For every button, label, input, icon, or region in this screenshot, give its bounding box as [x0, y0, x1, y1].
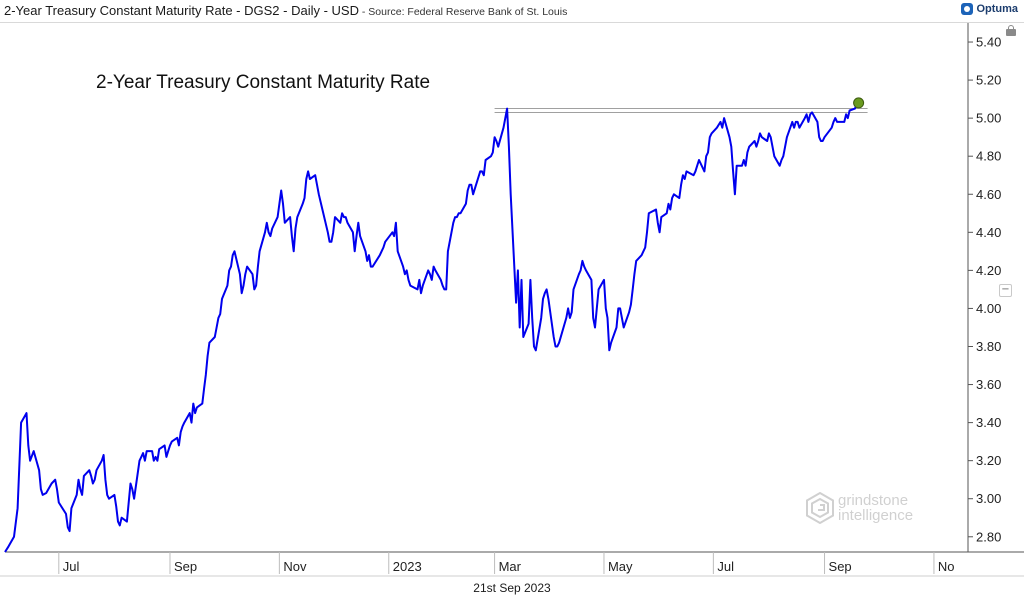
footer-date: 21st Sep 2023: [473, 581, 551, 595]
y-tick-label: 3.60: [976, 377, 1001, 392]
y-tick-label: 3.00: [976, 491, 1001, 506]
instrument-title: 2-Year Treasury Constant Maturity Rate -…: [4, 3, 359, 18]
header-title: 2-Year Treasury Constant Maturity Rate -…: [4, 3, 567, 18]
brand-logo: Optuma: [961, 3, 1018, 15]
chart-header: 2-Year Treasury Constant Maturity Rate -…: [0, 0, 1024, 23]
rate-series-line[interactable]: [4, 101, 859, 553]
watermark-line1: grindstone: [838, 492, 909, 509]
y-tick-label: 4.60: [976, 187, 1001, 202]
chart-title: 2-Year Treasury Constant Maturity Rate: [96, 72, 430, 93]
x-tick-label: Jul: [63, 559, 80, 574]
x-tick-label: No: [938, 559, 955, 574]
x-tick-label: Mar: [499, 559, 522, 574]
minus-icon[interactable]: −: [999, 284, 1012, 297]
x-tick-label: Sep: [174, 559, 197, 574]
data-source: - Source: Federal Reserve Bank of St. Lo…: [358, 6, 568, 18]
y-tick-label: 3.80: [976, 339, 1001, 354]
x-tick-label: Nov: [283, 559, 307, 574]
y-tick-label: 3.40: [976, 415, 1001, 430]
y-tick-label: 4.40: [976, 225, 1001, 240]
watermark: grindstone intelligence: [806, 492, 913, 524]
optuma-logo-icon: [961, 3, 974, 15]
last-value-marker[interactable]: [853, 97, 865, 109]
y-tick-label: 5.00: [976, 111, 1001, 126]
x-tick-label: Jul: [717, 559, 734, 574]
x-tick-label: 2023: [393, 559, 422, 574]
lock-icon[interactable]: [1006, 25, 1016, 36]
y-tick-label: 5.40: [976, 35, 1001, 50]
watermark-line2: intelligence: [838, 507, 914, 524]
y-tick-label: 4.80: [976, 149, 1001, 164]
x-tick-label: Sep: [829, 559, 852, 574]
x-tick-label: May: [608, 559, 633, 574]
y-tick-label: 2.80: [976, 529, 1001, 544]
y-tick-label: 5.20: [976, 73, 1001, 88]
y-tick-label: 4.20: [976, 263, 1001, 278]
brand-name: Optuma: [976, 3, 1018, 15]
y-tick-label: 4.00: [976, 301, 1001, 316]
y-tick-label: 3.20: [976, 453, 1001, 468]
grindstone-logo-icon: [806, 492, 834, 524]
